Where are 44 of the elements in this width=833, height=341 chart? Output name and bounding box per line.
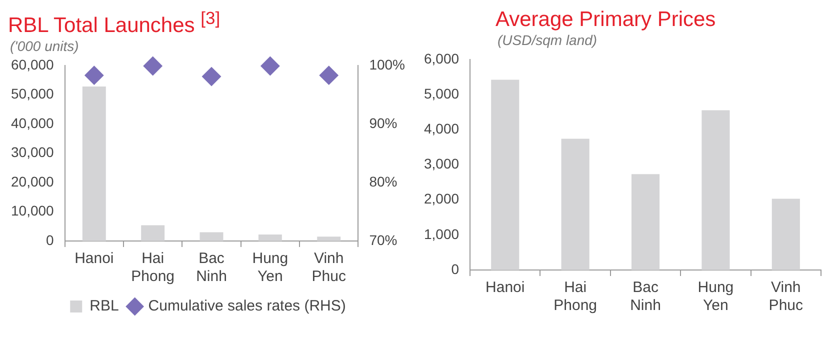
x-tick-label: Bac Ninh bbox=[196, 250, 227, 286]
legend-label: Cumulative sales rates (RHS) bbox=[148, 298, 346, 315]
y-tick-label: 0 bbox=[46, 232, 54, 248]
y-tick-label: 60,000 bbox=[10, 56, 54, 72]
x-tick-label: Hung Yen bbox=[697, 279, 734, 314]
y-tick-label: 3,000 bbox=[423, 156, 459, 172]
bar bbox=[141, 225, 165, 241]
x-tick-label: Vinh Phuc bbox=[312, 250, 346, 286]
bar bbox=[560, 138, 589, 270]
y-tick-label: 1,000 bbox=[423, 226, 459, 242]
x-tick-label: Hanoi bbox=[485, 279, 524, 296]
x-tick-label: Hai Phong bbox=[553, 279, 597, 314]
chart-title: Average Primary Prices bbox=[496, 8, 717, 32]
bar bbox=[630, 174, 660, 270]
bar bbox=[771, 198, 800, 270]
y-tick-label: 5,000 bbox=[423, 85, 459, 102]
x-tick-label: Hanoi bbox=[74, 250, 114, 268]
x-tick-label: Hung Yen bbox=[252, 250, 288, 286]
chart-title: RBL Total Launches $^{[3]}$ bbox=[8, 8, 222, 38]
y-tick-label: 40,000 bbox=[10, 114, 54, 131]
y2-tick-label: 100% bbox=[369, 56, 406, 72]
bar bbox=[82, 86, 106, 241]
chart-subtitle: (USD/sqm land) bbox=[498, 32, 598, 48]
y-tick-label: 50,000 bbox=[10, 86, 54, 102]
legend-label: RBL bbox=[90, 298, 119, 315]
y-tick-label: 2,000 bbox=[423, 190, 459, 207]
y-tick-label: 10,000 bbox=[10, 202, 54, 219]
bar bbox=[317, 236, 341, 241]
x-tick-label: Vinh Phuc bbox=[768, 279, 803, 314]
y-tick-label: 30,000 bbox=[10, 144, 54, 160]
y-tick-label: 4,000 bbox=[423, 120, 459, 136]
x-tick-label: Hai Phong bbox=[131, 250, 175, 286]
x-tick-label: Bac Ninh bbox=[630, 279, 660, 314]
bar bbox=[490, 80, 519, 270]
bar bbox=[200, 232, 224, 241]
y2-tick-label: 90% bbox=[369, 114, 398, 131]
bar bbox=[701, 110, 730, 270]
y-tick-label: 6,000 bbox=[423, 50, 459, 66]
chart-subtitle: ('000 units) bbox=[10, 38, 80, 54]
y-tick-label: 0 bbox=[450, 260, 459, 277]
y2-tick-label: 70% bbox=[369, 232, 398, 248]
y2-tick-label: 80% bbox=[369, 173, 398, 190]
bar bbox=[258, 234, 282, 241]
y-tick-label: 20,000 bbox=[10, 173, 54, 190]
